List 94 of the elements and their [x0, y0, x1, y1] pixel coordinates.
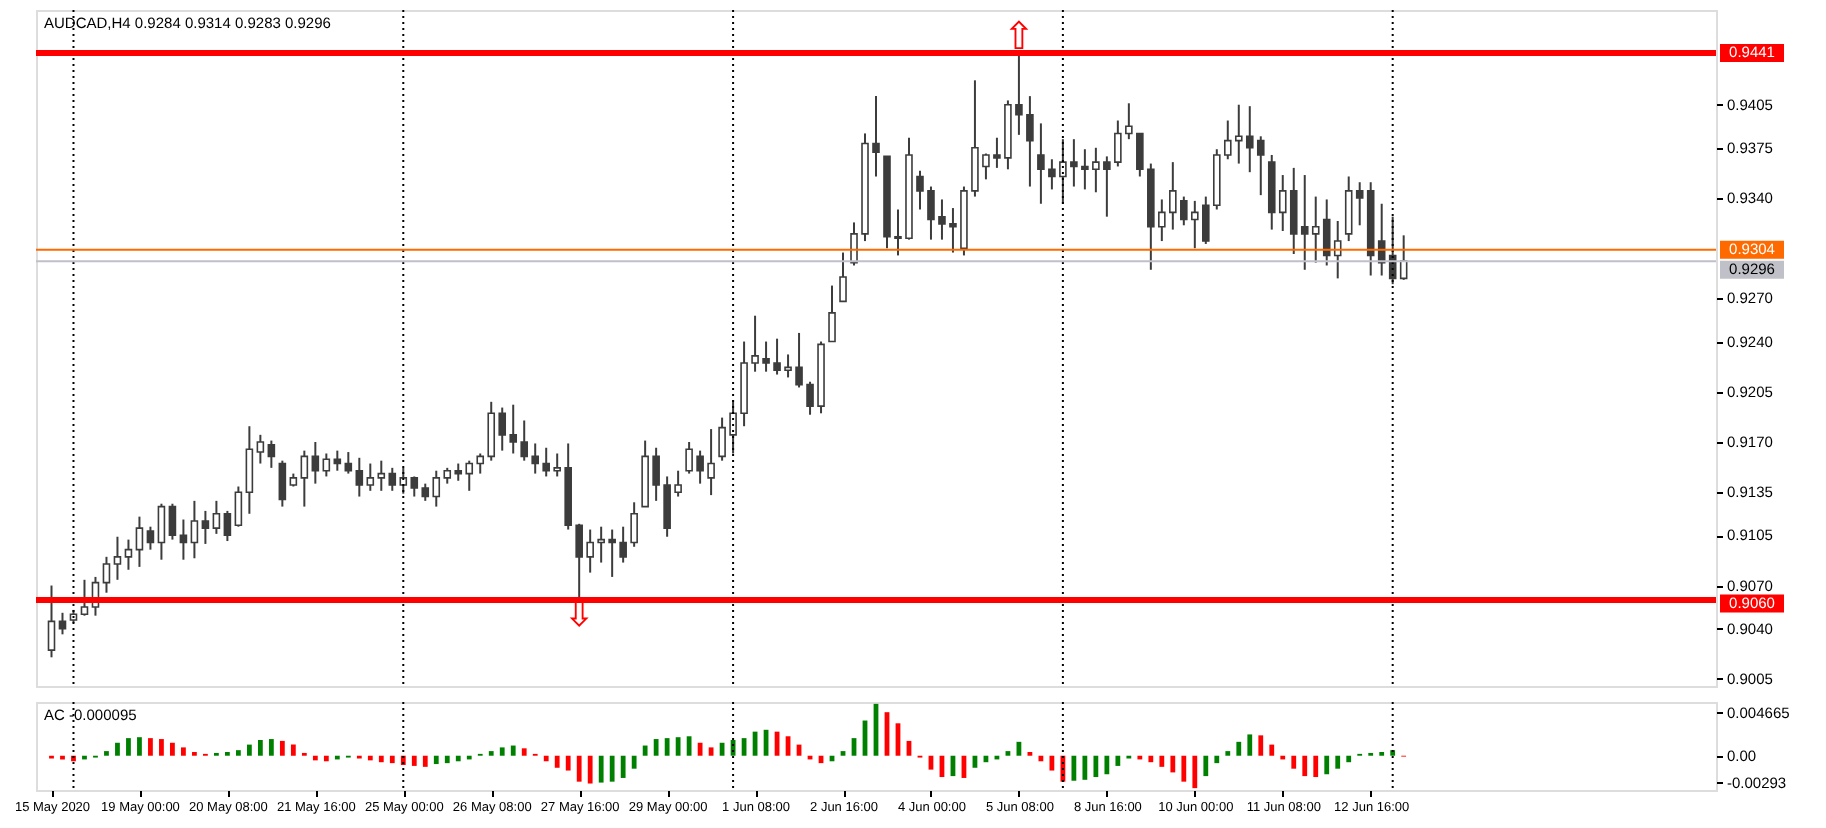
candlestick	[201, 509, 210, 545]
bar	[312, 755, 318, 761]
bar	[587, 755, 593, 784]
candlestick	[146, 525, 155, 551]
candlestick	[190, 499, 199, 560]
bar	[1236, 741, 1242, 756]
bar	[1115, 755, 1121, 766]
bar	[598, 755, 604, 783]
bar	[708, 747, 714, 756]
candlestick	[278, 459, 287, 508]
bar	[367, 755, 373, 761]
candlestick	[124, 538, 133, 571]
candlestick	[47, 584, 56, 659]
candlestick	[828, 284, 836, 343]
bar	[444, 755, 450, 764]
bar	[1346, 755, 1352, 763]
bar	[1093, 755, 1099, 778]
bar	[631, 755, 637, 769]
bar	[609, 755, 615, 782]
bar	[1313, 755, 1319, 778]
candlestick	[157, 502, 166, 561]
bar	[1258, 735, 1264, 756]
candlestick	[168, 502, 177, 541]
bar	[1170, 755, 1176, 773]
bar	[576, 755, 582, 782]
bar	[137, 737, 142, 756]
bar	[257, 739, 263, 756]
candlestick	[256, 433, 265, 465]
candlestick	[245, 425, 254, 515]
bar	[1082, 755, 1088, 780]
bar	[521, 748, 527, 756]
bar	[422, 755, 428, 767]
bar	[620, 755, 626, 778]
bar	[1247, 734, 1253, 756]
bar	[1390, 750, 1396, 756]
bar	[1324, 755, 1330, 775]
bar	[1181, 755, 1187, 782]
candlestick	[80, 578, 89, 617]
bar	[279, 740, 285, 756]
bar	[433, 755, 439, 765]
bar	[148, 738, 153, 756]
candlestick	[300, 449, 309, 508]
candlestick	[223, 509, 232, 543]
candlestick	[212, 499, 221, 535]
bar	[686, 736, 692, 756]
bar	[675, 737, 681, 756]
bar	[389, 755, 395, 764]
candlestick	[234, 485, 243, 528]
bar	[697, 742, 703, 756]
bar	[1104, 755, 1110, 775]
bar	[181, 747, 186, 756]
bar	[499, 747, 505, 756]
bar	[268, 739, 274, 756]
candlestick	[355, 456, 364, 498]
candlestick	[322, 452, 331, 478]
bar	[1159, 755, 1165, 767]
candlestick	[102, 555, 111, 594]
candlestick	[839, 251, 847, 303]
bar	[1269, 744, 1275, 756]
bar	[1335, 755, 1341, 769]
bar	[235, 750, 241, 756]
bar	[411, 755, 417, 766]
bar	[1214, 755, 1220, 764]
bar	[1148, 755, 1154, 763]
bar	[1203, 755, 1209, 777]
bar	[455, 755, 461, 762]
bar	[323, 755, 329, 762]
bar	[1071, 755, 1077, 781]
bar	[246, 744, 252, 756]
candlestick	[179, 518, 188, 561]
bar	[554, 755, 560, 768]
candlestick	[113, 535, 122, 581]
bar	[126, 738, 131, 756]
bar	[642, 745, 648, 756]
bar	[290, 744, 296, 756]
candlestick	[267, 439, 276, 469]
bar	[653, 739, 659, 756]
candlestick	[344, 451, 353, 475]
bar	[170, 742, 175, 756]
bar	[1302, 755, 1308, 777]
bar	[115, 742, 120, 756]
bar	[159, 739, 164, 756]
bar	[378, 755, 384, 763]
candlestick	[311, 441, 320, 485]
annotation: ⇧	[1002, 15, 1035, 60]
bar	[664, 738, 670, 756]
candlestick	[135, 515, 144, 568]
bar	[510, 745, 516, 756]
bar	[565, 755, 571, 771]
bar	[1291, 755, 1297, 769]
bar	[543, 755, 549, 762]
bar	[1192, 755, 1198, 789]
bar	[1049, 755, 1055, 771]
candlestick	[333, 449, 342, 472]
